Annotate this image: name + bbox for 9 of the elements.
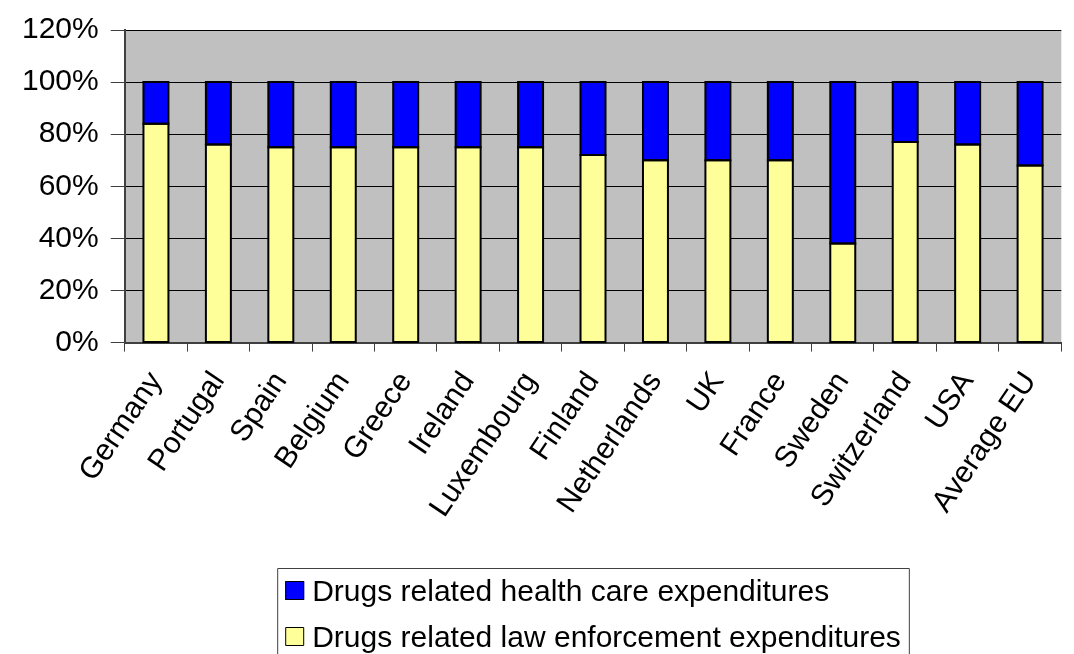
y-tick-label: 120% [21, 11, 99, 45]
y-tick-label: 80% [38, 115, 99, 149]
legend-label: Drugs related law enforcement expenditures [312, 620, 901, 653]
y-tick-label: 0% [55, 323, 99, 357]
y-tick-label: 40% [38, 219, 99, 253]
legend-label: Drugs related health care expenditures [312, 574, 830, 607]
y-tick-label: 20% [38, 271, 99, 305]
y-tick-label: 100% [21, 63, 99, 97]
y-tick-label: 60% [38, 167, 99, 201]
